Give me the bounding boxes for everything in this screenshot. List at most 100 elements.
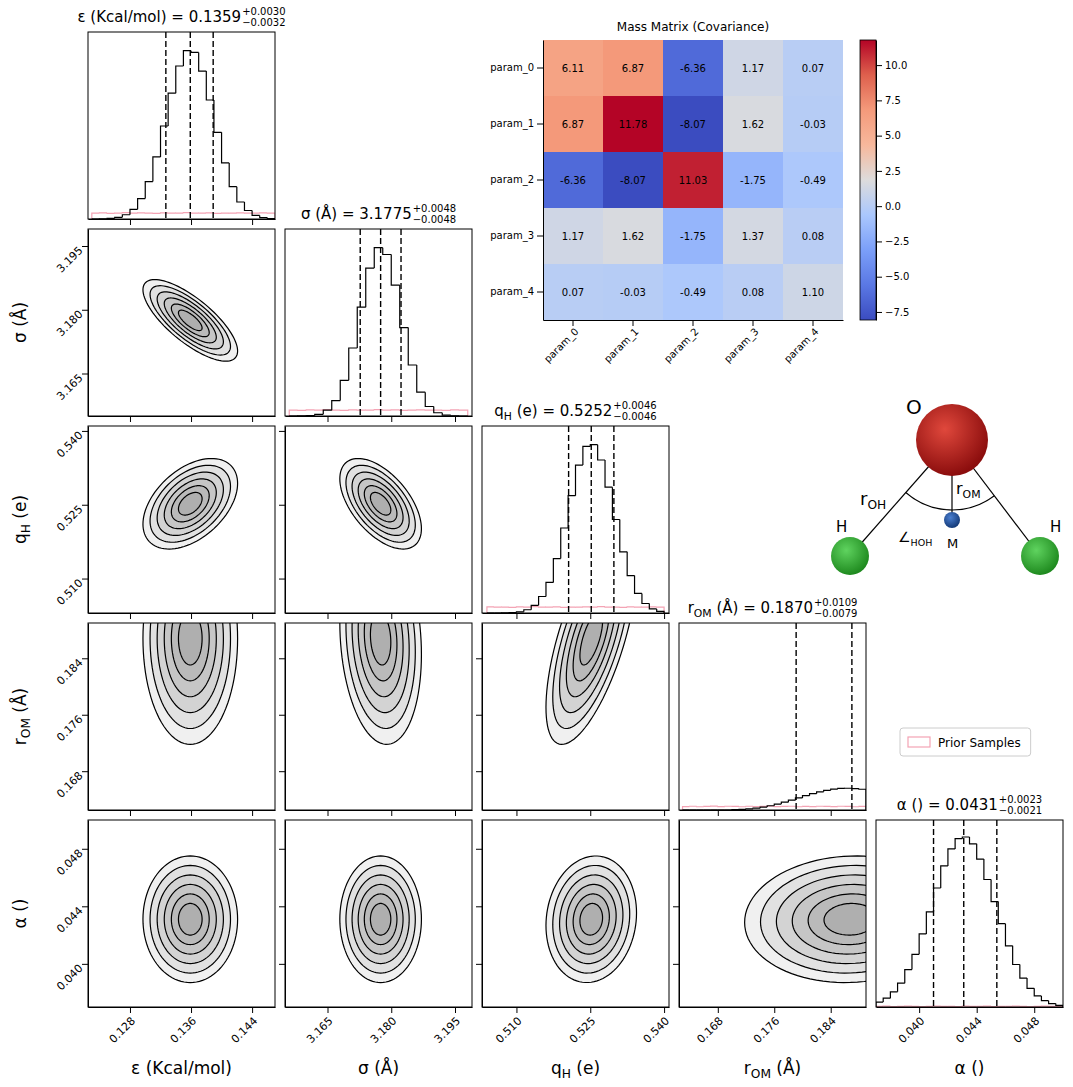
axis-line [88,230,89,417]
tick-mark [664,1007,665,1013]
site-m [944,512,960,528]
tick [279,431,285,432]
tick-mark [876,277,882,278]
cell-label: 1.17 [562,231,584,242]
tick: param_3 [722,320,761,365]
contour [364,623,397,681]
tick: param_2 [490,174,543,186]
contour [171,304,209,337]
hist-step [229,163,237,187]
contour-panel: 3.1653.1803.195 [279,820,473,1046]
hist-step [912,954,919,969]
contour [157,472,223,535]
tick: 0.048 [54,847,88,878]
cell-label: -8.07 [680,119,706,130]
symbol: r [10,738,30,745]
contour [164,623,216,697]
tick [718,810,719,816]
tick-mark [455,416,456,422]
quantile-line [933,820,934,1007]
hist-step [383,248,392,255]
tick-label: param_1 [490,118,534,130]
axis [286,416,473,422]
plot-frame [876,820,1063,1007]
axis: 0.0400.0440.048 [877,1007,1064,1046]
prior-hist-step [176,212,184,213]
contour-panel [476,533,670,816]
tick: 2.5 [876,166,901,177]
tick [664,810,665,816]
prior-hist-step [425,409,434,411]
prior-hist-step [260,212,268,214]
prior-hist-step [539,606,546,608]
y-axis-title: rOM (Å) [9,688,33,746]
prior-hist-step [583,606,590,608]
separator: = [337,205,359,223]
contour [171,623,209,681]
tick [130,416,131,422]
title-text: α () = 0.0431 [897,796,998,814]
tick-mark [82,431,88,432]
subscript: H [19,524,33,533]
contour [573,894,609,945]
atom-h [1021,537,1059,575]
contour [792,884,866,954]
tick [279,579,285,580]
molecule-diagram: OHHMrOHrOM∠HOH [831,395,1061,575]
tick-mark [919,1007,920,1013]
prior-hist-step [718,805,725,807]
hist-step [138,199,146,210]
atom-label: O [906,395,922,419]
axis-line [88,624,89,811]
plot-area [143,623,238,744]
tick [391,810,392,816]
cell-label: 0.07 [562,287,584,298]
tick-mark [455,613,456,619]
legend-swatch [908,737,930,747]
tick-mark [455,1007,456,1013]
subscript: OM [963,488,981,501]
tick [831,810,832,816]
tick-mark [774,810,775,816]
tick-mark [130,613,131,619]
prior-hist-step [451,409,460,411]
axis-line [679,821,680,1008]
symbol: σ [10,332,30,343]
tick [279,849,285,850]
prior-hist-step [391,409,400,411]
tick [328,810,329,816]
diagram-label: rOM [956,479,981,501]
hist-step [237,187,245,202]
contour [143,458,238,549]
hist-step [1049,1001,1056,1004]
hist-step [1041,996,1048,1001]
unit: (e) [512,402,538,420]
unit: (Å) [310,204,337,223]
plot-frame [88,32,275,219]
quantile-line [360,229,361,416]
quantile-line [190,32,191,219]
upper-error: +0.0109 [814,597,857,608]
unit: (Å) [9,688,30,718]
tick-mark [328,613,329,619]
axis-line [482,821,483,1008]
contour [808,894,866,945]
cell [543,208,603,264]
hist-step [531,605,538,609]
axis: 0.0400.0440.048 [54,821,88,1008]
tick-mark [252,1007,253,1013]
cell-label: 0.08 [802,231,824,242]
tick: param_0 [490,62,543,74]
tick: 0.168 [54,769,88,800]
subscript: OM [19,718,33,738]
tick-mark [82,374,88,375]
tick-label: 0.184 [54,656,85,687]
prior-hist-step [739,806,746,808]
tick-mark [328,1007,329,1013]
tick-label: param_4 [490,286,534,298]
prior-hist-step [831,806,838,807]
symbol: q [494,402,504,420]
contour [157,623,223,713]
unit: () [966,1058,985,1078]
axis-line [89,613,276,614]
